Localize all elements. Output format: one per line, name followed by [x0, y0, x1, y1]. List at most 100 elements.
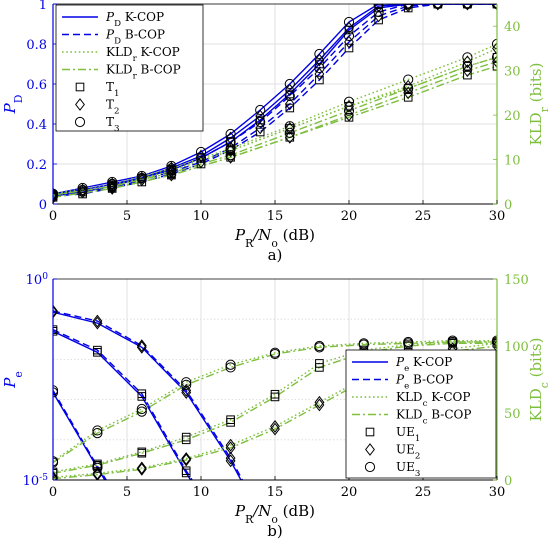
data-point	[225, 150, 236, 161]
data-point	[53, 189, 58, 203]
x-axis-label-part: R	[245, 237, 254, 250]
legend-entry-part: K-COP	[121, 10, 164, 24]
data-point	[166, 168, 177, 182]
data-point	[270, 392, 280, 402]
data-point	[92, 428, 103, 439]
legend-entry: UE2	[396, 443, 420, 462]
y-left-tick-label: 10-5	[23, 473, 49, 489]
series-line	[53, 342, 497, 474]
data-point	[373, 6, 384, 18]
x-tick-label: 5	[123, 209, 131, 224]
data-point	[270, 422, 280, 436]
x-axis-label-part: R	[245, 513, 254, 526]
data-point	[492, 55, 497, 69]
data-point	[284, 121, 295, 132]
data-point	[403, 338, 414, 349]
data-point	[225, 441, 236, 455]
series-line	[53, 4, 497, 195]
data-point	[136, 403, 147, 415]
data-point	[136, 172, 147, 184]
data-point	[136, 340, 147, 354]
data-point	[462, 4, 473, 10]
legend-entry: KLDr K-COP	[106, 45, 180, 64]
legend-entry-part: c	[423, 399, 428, 409]
legend-entry-part: 3	[114, 124, 120, 134]
legend-entry-part: K-COP	[409, 355, 452, 369]
legend-entry-part: K-COP	[427, 390, 470, 404]
data-point	[284, 78, 295, 90]
y-right-tick-label: 40	[504, 20, 521, 35]
series-line	[53, 47, 497, 196]
data-point	[166, 167, 177, 178]
x-tick-label: 25	[415, 209, 432, 224]
data-point	[136, 171, 147, 185]
x-axis-label: PR/No (dB)	[234, 502, 315, 526]
y-left-tick-label: 1	[39, 0, 47, 13]
legend-entry-part: B-COP	[409, 373, 453, 387]
data-point	[403, 4, 414, 11]
legend-marker	[365, 427, 375, 437]
data-point	[432, 4, 443, 11]
data-point	[344, 108, 354, 122]
y-left-axis-label: PD	[1, 94, 25, 114]
series-line	[53, 4, 497, 197]
y-right-axis-label-part: c	[538, 382, 548, 388]
data-point	[403, 83, 414, 94]
legend-entry-part: e	[404, 382, 409, 392]
legend-entry: UE1	[396, 425, 420, 444]
y-right-tick-label: 10	[504, 154, 521, 169]
data-point	[92, 425, 103, 436]
data-point	[270, 419, 280, 433]
data-point	[136, 462, 147, 476]
y-right-axis-label-part: (bits)	[527, 338, 545, 383]
data-point	[53, 470, 58, 480]
data-point	[343, 16, 355, 28]
legend-marker	[365, 443, 375, 456]
data-point	[314, 62, 325, 74]
x-tick-label: 10	[193, 209, 210, 224]
data-point	[463, 4, 472, 9]
panel-caption: b)	[267, 522, 282, 540]
x-axis-label-part: /N	[251, 226, 272, 244]
x-axis-label-part: P	[234, 502, 246, 520]
data-point	[433, 4, 443, 9]
legend-entry-part: P	[105, 28, 115, 42]
panel-caption: a)	[268, 246, 283, 264]
data-point	[53, 472, 58, 480]
data-point	[269, 348, 281, 360]
data-point	[492, 53, 497, 62]
data-point	[136, 406, 147, 417]
data-point	[314, 48, 325, 60]
data-point	[92, 314, 103, 328]
legend-entry-part: D	[114, 19, 121, 29]
data-point	[432, 4, 443, 10]
x-tick-label: 15	[267, 485, 284, 500]
y-right-tick-label: 100	[504, 340, 529, 355]
x-tick-label: 20	[341, 485, 358, 500]
data-point	[181, 435, 191, 445]
data-point	[181, 452, 192, 465]
legend-entry-part: P	[105, 10, 115, 24]
tick-base: 10	[23, 474, 40, 489]
x-tick-label: 30	[489, 209, 506, 224]
data-point	[344, 43, 354, 53]
y-right-tick-label: 0	[504, 198, 512, 213]
data-point	[492, 42, 497, 55]
tick-exponent: -5	[39, 473, 48, 483]
data-point	[492, 339, 497, 353]
y-right-axis-label-part: r	[538, 106, 548, 112]
legend-entry: PD B-COP	[105, 28, 165, 47]
data-point	[373, 4, 384, 10]
x-tick-label: 20	[341, 209, 358, 224]
legend-entry-part: UE	[396, 443, 415, 457]
series-line	[53, 4, 497, 197]
data-point	[255, 127, 265, 137]
legend-entry: Pe B-COP	[395, 373, 453, 392]
data-point	[403, 4, 414, 10]
data-point	[77, 185, 88, 199]
legend-entry-part: KLD	[106, 45, 133, 59]
series-line	[53, 43, 497, 195]
data-point	[255, 116, 266, 128]
y-right-tick-label: 50	[504, 407, 521, 422]
data-point	[225, 150, 236, 164]
